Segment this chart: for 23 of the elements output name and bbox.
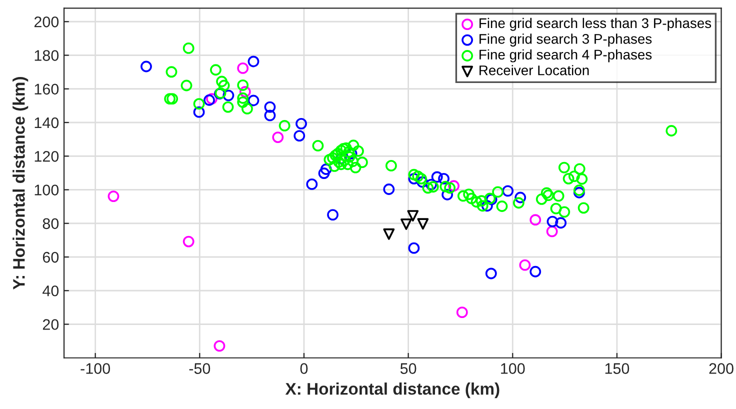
y-tick-label: 180: [34, 50, 59, 61]
y-tick-label: 160: [34, 84, 59, 95]
y-tick-label: 100: [34, 184, 59, 196]
y-tick-label: 80: [42, 218, 59, 230]
x-tick-label: 50: [400, 363, 416, 374]
y-tick-label: 20: [42, 319, 59, 330]
x-tick-label: -100: [80, 363, 110, 374]
legend-label: Receiver Location: [480, 65, 589, 76]
y-tick-label: 120: [34, 150, 59, 162]
y-tick-label: 200: [34, 16, 59, 28]
y-tick-label: 140: [34, 117, 59, 128]
legend-label: Fine grid search less than 3 P-phases: [480, 18, 712, 31]
y-tick-label: 60: [42, 252, 59, 263]
x-tick-label: 100: [501, 363, 525, 374]
legend-label: Fine grid search 4 P-phases: [480, 49, 652, 62]
x-tick-label: 0: [300, 363, 308, 374]
x-tick-label: 200: [709, 363, 734, 374]
legend-label: Fine grid search 3 P-phases: [480, 34, 652, 47]
y-axis-title: Y: Horizontal distance (km): [12, 77, 28, 290]
x-axis-title: X: Horizontal distance (km): [285, 382, 500, 398]
x-tick-label: -50: [189, 363, 210, 374]
x-tick-label: 150: [605, 363, 630, 374]
y-tick-label: 40: [42, 285, 59, 296]
